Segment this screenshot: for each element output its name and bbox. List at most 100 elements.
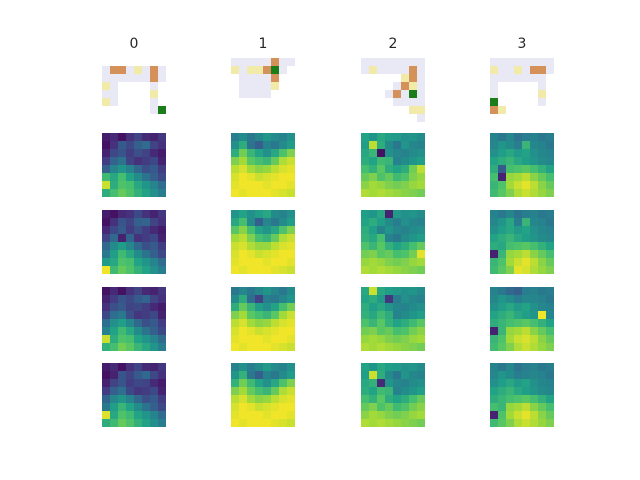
heatmap-cell (538, 173, 546, 181)
heatmap-cell (158, 311, 166, 319)
heatmap-cell (247, 141, 255, 149)
heatmap-cell (102, 266, 110, 274)
heatmap-cell (279, 149, 287, 157)
heatmap-cell (385, 242, 393, 250)
heatmap-cell (401, 58, 409, 66)
heatmap-cell (150, 218, 158, 226)
heatmap-cell (287, 165, 295, 173)
heatmap-cell (369, 74, 377, 82)
heatmap-cell (506, 379, 514, 387)
heatmap-cell (239, 234, 247, 242)
heatmap-cell (385, 411, 393, 419)
heatmap-cell (377, 327, 385, 335)
heatmap-cell (490, 395, 498, 403)
heatmap-cell (409, 387, 417, 395)
heatmap-cell (255, 234, 263, 242)
heatmap-cell (530, 287, 538, 295)
heatmap-cell (409, 114, 417, 122)
heatmap-cell (255, 363, 263, 371)
heatmap-cell (490, 181, 498, 189)
heatmap-cell (522, 74, 530, 82)
heatmap-cell (150, 411, 158, 419)
heatmap-cell (530, 66, 538, 74)
heatmap-cell (530, 319, 538, 327)
heatmap-cell (385, 165, 393, 173)
heatmap-cell (271, 181, 279, 189)
heatmap-cell (530, 133, 538, 141)
heatmap-cell (231, 226, 239, 234)
heatmap-cell (522, 218, 530, 226)
heatmap-cell (506, 250, 514, 258)
heatmap-cell (110, 371, 118, 379)
heatmap-cell (417, 141, 425, 149)
heatmap-cell (142, 90, 150, 98)
heatmap-cell (506, 106, 514, 114)
heatmap-cell (255, 149, 263, 157)
heatmap-cell (546, 149, 554, 157)
heatmap-cell (369, 395, 377, 403)
heatmap-cell (134, 311, 142, 319)
heatmap-cell (231, 98, 239, 106)
heatmap-cell (377, 295, 385, 303)
heatmap-cell (263, 363, 271, 371)
heatmap-cell (134, 242, 142, 250)
heatmap-cell (126, 379, 134, 387)
heatmap-cell (361, 106, 369, 114)
layout-panel-0 (102, 58, 166, 122)
heatmap-cell (514, 419, 522, 427)
heatmap-cell (490, 58, 498, 66)
heatmap-cell (150, 387, 158, 395)
heatmap-cell (271, 133, 279, 141)
heatmap-cell (506, 327, 514, 335)
heatmap-cell (490, 133, 498, 141)
heatmap-cell (546, 173, 554, 181)
heatmap-cell (385, 90, 393, 98)
heatmap-cell (158, 157, 166, 165)
heatmap-cell (514, 74, 522, 82)
heatmap-cell (506, 403, 514, 411)
heatmap-cell (530, 98, 538, 106)
heatmap-cell (142, 295, 150, 303)
heatmap-cell (522, 58, 530, 66)
heatmap-cell (134, 90, 142, 98)
heatmap-cell (126, 82, 134, 90)
heatmap-cell (150, 335, 158, 343)
heatmap-cell (369, 181, 377, 189)
heatmap-cell (538, 319, 546, 327)
heatmap-cell (401, 327, 409, 335)
heatmap-cell (530, 181, 538, 189)
heatmap-cell (142, 189, 150, 197)
heatmap-cell (239, 303, 247, 311)
heatmap-cell (522, 335, 530, 343)
heatmap-cell (102, 226, 110, 234)
heatmap-cell (231, 311, 239, 319)
heatmap-cell (110, 395, 118, 403)
heatmap-cell (498, 74, 506, 82)
heatmap-cell (369, 327, 377, 335)
heatmap-cell (498, 66, 506, 74)
heatmap-cell (361, 234, 369, 242)
heatmap-cell (134, 149, 142, 157)
heatmap-cell (287, 295, 295, 303)
heatmap-cell (401, 319, 409, 327)
heatmap-cell (538, 403, 546, 411)
heatmap-cell (498, 311, 506, 319)
heatmap-cell (546, 287, 554, 295)
heatmap-cell (546, 165, 554, 173)
heatmap-cell (239, 327, 247, 335)
heatmap-cell (118, 363, 126, 371)
heatmap-cell (247, 303, 255, 311)
heatmap-cell (393, 90, 401, 98)
heatmap-cell (247, 371, 255, 379)
heatmap-cell (102, 218, 110, 226)
heatmap-cell (134, 335, 142, 343)
heatmap-cell (158, 335, 166, 343)
heatmap-cell (546, 189, 554, 197)
heatmap-cell (522, 149, 530, 157)
heatmap-cell (490, 74, 498, 82)
heatmap-cell (490, 250, 498, 258)
heatmap-cell (247, 327, 255, 335)
heatmap-cell (377, 287, 385, 295)
heatmap-cell (401, 403, 409, 411)
heatmap-cell (385, 133, 393, 141)
